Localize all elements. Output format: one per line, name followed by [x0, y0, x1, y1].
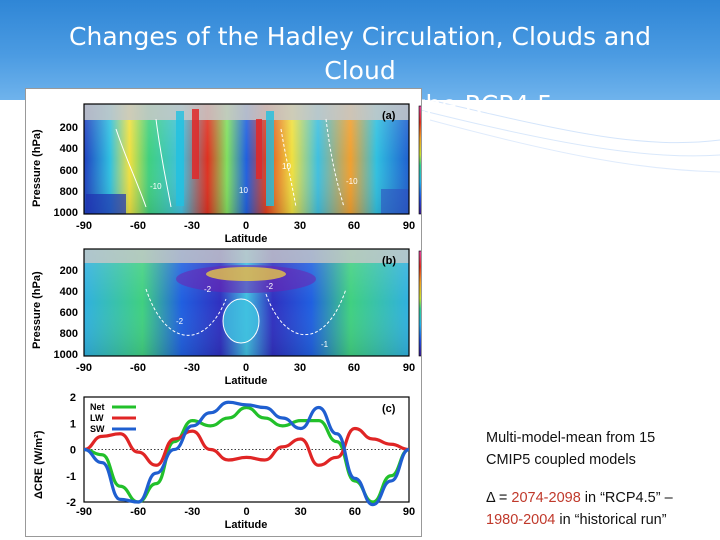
ytick: -1	[66, 471, 76, 483]
panel-b-ylabel: Pressure (hPa)	[31, 271, 43, 349]
panel-a-xlabel: Latitude	[225, 233, 268, 245]
xtick: 0	[243, 506, 249, 518]
ytick: 800	[60, 328, 78, 340]
panel-c-tag: (c)	[382, 403, 396, 415]
contour-label: 10	[239, 186, 248, 195]
panel-c-ylabel: ΔCRE (W/m²)	[33, 430, 45, 499]
figure-svg: -10 10 10 -10 (a) 200 400 600 800 1000 -…	[31, 103, 429, 531]
panel-c-xlabel: Latitude	[225, 519, 268, 531]
title-bar	[0, 0, 720, 100]
panel-b: -2 -2 -2 -1 (b) 200 400 600 800 1000 -90…	[31, 248, 429, 387]
panel-b-xlabel: Latitude	[225, 375, 268, 387]
contour-label: -2	[204, 285, 212, 294]
caption-historical-period: 1980-2004	[486, 512, 556, 528]
xtick: 90	[403, 506, 415, 518]
caption-delta-mid1: in “RCP4.5” –	[580, 490, 673, 506]
figure-panel: -10 10 10 -10 (a) 200 400 600 800 1000 -…	[25, 88, 429, 537]
xtick: 90	[403, 220, 415, 232]
xtick: -60	[130, 362, 146, 374]
xtick: 30	[294, 220, 306, 232]
panel-b-tag: (b)	[382, 255, 396, 267]
ytick: 1000	[54, 207, 78, 219]
xtick: 0	[243, 220, 249, 232]
panel-b-colorbar	[418, 250, 429, 357]
panel-a: -10 10 10 -10 (a) 200 400 600 800 1000 -…	[31, 103, 429, 245]
xtick: 60	[348, 362, 360, 374]
caption-delta-prefix: Δ =	[486, 490, 512, 506]
caption-delta-mid2: in “historical run”	[555, 512, 667, 528]
xtick: 60	[348, 220, 360, 232]
ytick: 2	[70, 392, 76, 404]
panel-a-ylabel: Pressure (hPa)	[31, 129, 43, 207]
caption-models-line2: CMIP5 coupled models	[486, 452, 636, 468]
caption-models-line1: Multi-model-mean from 15	[486, 430, 656, 446]
ytick: 0	[70, 445, 76, 457]
xtick: -60	[130, 220, 146, 232]
caption-future-period: 2074-2098	[511, 490, 581, 506]
contour-label: 10	[282, 162, 291, 171]
xtick: 0	[243, 362, 249, 374]
xtick: -90	[76, 362, 92, 374]
ytick: 800	[60, 186, 78, 198]
xtick: 30	[295, 506, 307, 518]
xtick: -30	[184, 506, 200, 518]
xtick: -30	[184, 220, 200, 232]
contour-label: -2	[176, 317, 184, 326]
caption-models: Multi-model-mean from 15 CMIP5 coupled m…	[486, 427, 716, 471]
xtick: -30	[184, 362, 200, 374]
ytick: 600	[60, 307, 78, 319]
xtick: 90	[403, 362, 415, 374]
contour-label: -2	[266, 282, 274, 291]
decorative-swoosh	[419, 99, 720, 173]
ytick: 600	[60, 165, 78, 177]
panel-a-colorbar	[418, 105, 429, 215]
ytick: 1	[70, 418, 76, 430]
xtick: 60	[349, 506, 361, 518]
contour-label: -10	[150, 182, 162, 191]
xtick: -60	[130, 506, 146, 518]
legend-label-lw: LW	[90, 413, 104, 423]
ytick: 200	[60, 122, 78, 134]
panel-a-tag: (a)	[382, 110, 396, 122]
xtick: 30	[294, 362, 306, 374]
series-line-sw	[83, 400, 410, 507]
contour-label: -10	[346, 177, 358, 186]
legend-label-net: Net	[90, 402, 105, 412]
slide-title-line1: Changes of the Hadley Circulation, Cloud…	[69, 22, 651, 85]
ytick: 400	[60, 286, 78, 298]
series-line-lw	[83, 426, 410, 467]
xtick: -90	[76, 506, 92, 518]
xtick: -90	[76, 220, 92, 232]
panel-c: (c) ΔCRE (W/m²) Latitude 2 1 0 -1 -2-90 -60 -3…	[33, 392, 415, 531]
ytick: 200	[60, 265, 78, 277]
ytick: 1000	[54, 349, 78, 361]
legend-label-sw: SW	[90, 424, 105, 434]
ytick: -2	[66, 497, 76, 509]
ytick: 400	[60, 143, 78, 155]
caption-delta: Δ = 2074-2098 in “RCP4.5” – 1980-2004 in…	[486, 487, 718, 531]
contour-label: -1	[321, 340, 329, 349]
